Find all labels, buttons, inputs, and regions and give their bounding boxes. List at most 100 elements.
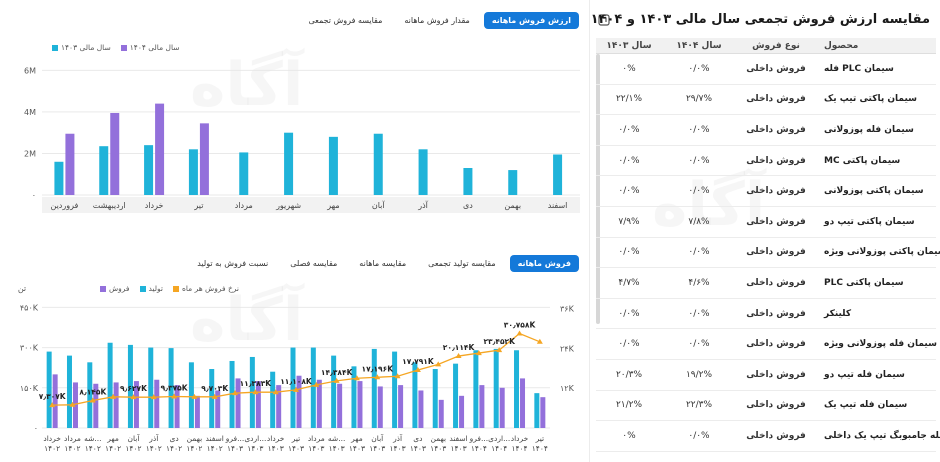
cell-1403: ۲۱/۲% (615, 400, 643, 411)
table-header: محصول نوع فروش سال ۱۴۰۴ سال ۱۴۰۳ (596, 38, 936, 54)
bar-sales (113, 382, 119, 428)
cell-1403: ۴/۷% (618, 277, 640, 288)
x-tick-label-year: ۱۴۰۲ (207, 444, 223, 453)
tab-bottom-0[interactable]: فروش ماهانه (509, 255, 579, 272)
y-axis-unit-label: تن (18, 284, 26, 293)
table-row[interactable]: سیمان پاکتی تیپ دو فروش داخلی ۷/۸% ۷/۹% (596, 207, 936, 238)
cell-sale-type: فروش داخلی (746, 247, 806, 258)
x-tick-label-month: اردی... (488, 434, 510, 443)
bar-1403 (284, 132, 294, 195)
bar-sales (72, 382, 78, 428)
cell-sale-type: فروش داخلی (746, 155, 806, 166)
tab-top-0[interactable]: ارزش فروش ماهانه (483, 12, 579, 29)
table-row[interactable]: سیمان فله جامبوبگ تیپ یک داخلی فروش داخلی… (596, 421, 940, 452)
x-tick-label-year: ۱۴۰۲ (44, 444, 60, 453)
cell-1403: ۲۰/۳% (615, 369, 643, 380)
x-tick-label-year: ۱۴۰۴ (511, 444, 527, 453)
x-tick-label-year: ۱۴۰۳ (450, 444, 466, 453)
tab-bottom-3[interactable]: مقایسه فصلی (290, 259, 338, 268)
x-tick-label-year: ۱۴۰۲ (85, 444, 101, 453)
bar-production (392, 351, 398, 428)
monthly-sales-production-chart: تن۰۱۵۰K۳۰۰K۴۵۰K۱۲K۲۴K۳۶Kخرداد۱۴۰۲مرداد۱۴… (18, 284, 575, 453)
bar-sales (52, 374, 58, 428)
bar-production (168, 348, 174, 428)
bar-1403 (188, 149, 198, 195)
rate-point (49, 402, 56, 408)
monthly-sales-value-chart: ۰ 2M 4M 6M فروردین اردیبهشت خرداد تیر مرداد شهریو… (24, 66, 580, 213)
cell-product: سیمان فله جامبوبگ تیپ یک داخلی (824, 430, 940, 441)
x-tick-label: آبان (372, 200, 386, 210)
x-tick-label: تیر (193, 201, 203, 210)
x-tick-label-year: ۱۴۰۳ (268, 444, 284, 453)
x-tick-label: آذر (417, 200, 428, 210)
cell-1403: ۰% (622, 63, 636, 74)
tab-bottom-1[interactable]: مقایسه تولید تجمعی (428, 259, 496, 268)
cell-sale-type: فروش داخلی (746, 94, 806, 105)
table-row[interactable]: سیمان PLC فله فروش داخلی ۰/۰% ۰% (596, 54, 936, 85)
header-product[interactable]: محصول (824, 40, 859, 51)
x-tick-label-month: اسفند (449, 434, 467, 443)
table-row[interactable]: سیمان پاکتی پوزولانی فروش داخلی ۰/۰% ۰/۰% (596, 176, 936, 207)
bar-1403 (553, 154, 563, 195)
cell-product: سیمان فله تیپ یک (824, 400, 908, 411)
x-tick-label-month: شه... (328, 434, 345, 443)
x-tick-label-month: بهمن (187, 434, 203, 443)
table-row[interactable]: سیمان فله پوزولانی فروش داخلی ۰/۰% ۰/۰% (596, 115, 936, 146)
table-row[interactable]: سیمان پاکتی MC فروش داخلی ۰/۰% ۰/۰% (596, 146, 936, 177)
rate-point (232, 390, 239, 396)
table-row[interactable]: سیمان پاکتی تیپ یک فروش داخلی ۲۹/۷% ۲۲/۱% (596, 85, 936, 116)
bar-production (188, 362, 194, 428)
x-tick-label-month: خرداد (43, 434, 61, 443)
table-row[interactable]: سیمان پاکتی پوزولانی ویژه فروش داخلی ۰/۰% ۰… (596, 238, 940, 269)
tab-bottom-2[interactable]: مقایسه ماهانه (359, 259, 407, 268)
tab-top-2[interactable]: مقایسه فروش تجمعی (308, 16, 383, 25)
bar-sales (499, 387, 505, 428)
y-left-tick-label: ۰ (34, 424, 38, 433)
bar-production (229, 360, 235, 428)
tab-bottom-4[interactable]: نسبت فروش به تولید (197, 259, 269, 268)
x-tick-label: فروردین (50, 201, 78, 210)
table-row[interactable]: سیمان فله تیپ یک فروش داخلی ۲۲/۳% ۲۱/۲% (596, 391, 936, 422)
header-sale-type[interactable]: نوع فروش (752, 40, 800, 51)
table-row[interactable]: سیمان پاکتی PLC فروش داخلی ۴/۶% ۴/۷% (596, 268, 936, 299)
bar-production (107, 342, 113, 428)
rate-point (536, 338, 543, 344)
y-tick-label: 2M (24, 149, 36, 158)
cell-1403: ۲۲/۱% (615, 94, 643, 105)
bar-production (310, 347, 316, 428)
expand-icon[interactable] (598, 14, 610, 26)
bar-production (148, 347, 154, 428)
table-row[interactable]: سیمان فله تیپ دو فروش داخلی ۱۹/۲% ۲۰/۳% (596, 360, 936, 391)
y-tick-label: ۰ (32, 191, 36, 200)
x-tick-label: دی (463, 201, 473, 210)
rate-point (313, 381, 320, 387)
bar-sales (276, 385, 282, 428)
rate-data-label: ۹٫۷۰۳K (201, 384, 229, 393)
header-1403[interactable]: سال ۱۴۰۳ (606, 40, 652, 51)
rate-point (252, 389, 259, 395)
cell-product: سیمان پاکتی MC (824, 155, 901, 166)
cell-sale-type: فروش داخلی (746, 308, 806, 319)
bar-1404 (155, 103, 165, 195)
rate-point (455, 353, 462, 359)
tab-top-1[interactable]: مقدار فروش ماهانه (404, 16, 470, 25)
header-1404[interactable]: سال ۱۴۰۴ (676, 40, 722, 51)
x-tick-label-year: ۱۴۰۳ (308, 444, 324, 453)
x-tick-label-year: ۱۴۰۳ (430, 444, 446, 453)
cell-1403: ۰/۰% (618, 247, 640, 258)
x-tick-label-month: آذر (392, 433, 403, 443)
bar-sales (154, 379, 160, 428)
cell-product: سیمان فله پوزولانی (824, 124, 914, 135)
table-row[interactable]: کلینکر فروش داخلی ۰/۰% ۰/۰% (596, 299, 936, 330)
cell-1404: ۰/۰% (688, 186, 710, 197)
cell-1404: ۰/۰% (688, 339, 710, 350)
rate-point (293, 386, 299, 392)
cell-1403: ۰/۰% (618, 124, 640, 135)
table-row[interactable]: سیمان فله پوزولانی ویژه فروش داخلی ۰/۰% ۰/۰… (596, 329, 937, 360)
x-tick-label-year: ۱۴۰۲ (146, 444, 162, 453)
bar-sales (438, 399, 444, 428)
bar-sales (215, 390, 221, 428)
bar-1403 (239, 152, 249, 195)
table-scrollbar[interactable] (596, 54, 600, 324)
comparison-table: محصول نوع فروش سال ۱۴۰۴ سال ۱۴۰۳ سیمان P… (596, 38, 940, 452)
